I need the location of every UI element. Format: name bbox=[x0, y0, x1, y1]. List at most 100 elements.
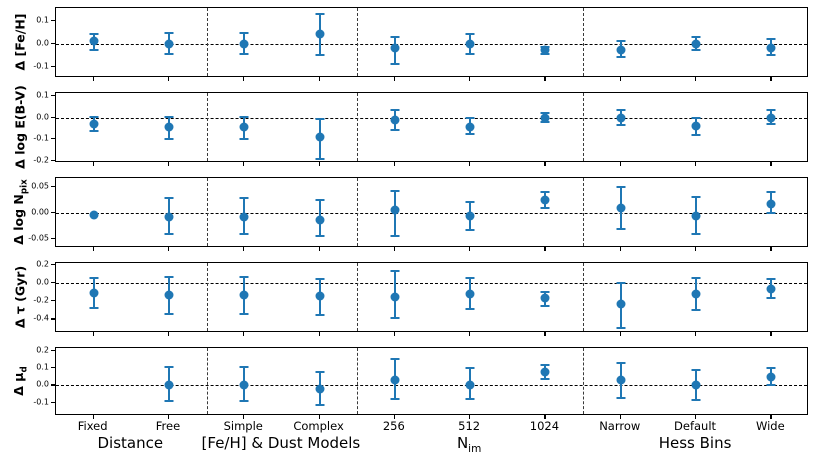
panel-1 bbox=[55, 7, 808, 77]
y-tick bbox=[51, 212, 55, 214]
error-bar-cap bbox=[164, 197, 174, 200]
error-bar-cap bbox=[89, 115, 99, 118]
error-bar-cap bbox=[540, 363, 550, 366]
y-tick bbox=[51, 384, 55, 386]
x-tick bbox=[167, 415, 170, 419]
error-bar-cap bbox=[616, 124, 626, 127]
error-bar-cap bbox=[239, 138, 249, 141]
group-label: Distance bbox=[97, 434, 164, 452]
data-point bbox=[616, 299, 626, 309]
error-bar-cap bbox=[691, 35, 701, 38]
y-tick-label: -0.4 bbox=[33, 313, 49, 323]
y-tick-label: -0.1 bbox=[33, 133, 49, 143]
y-tick-label: 0.0 bbox=[36, 277, 49, 287]
x-tick bbox=[695, 415, 697, 419]
data-point bbox=[315, 215, 325, 225]
y-tick bbox=[51, 263, 55, 265]
error-bar-cap bbox=[616, 56, 626, 59]
error-bar-cap bbox=[540, 206, 550, 209]
data-point bbox=[540, 367, 550, 377]
y-axis-label: Δ μd bbox=[10, 366, 30, 396]
data-point bbox=[465, 211, 475, 221]
x-tick bbox=[695, 247, 697, 251]
data-point bbox=[616, 203, 626, 213]
error-bar-cap bbox=[616, 326, 626, 329]
data-point bbox=[691, 380, 701, 390]
x-tick bbox=[770, 415, 772, 419]
data-point bbox=[465, 122, 475, 132]
data-point bbox=[766, 113, 776, 123]
x-tick bbox=[243, 162, 245, 166]
error-bar-cap bbox=[766, 384, 776, 387]
error-bar-cap bbox=[89, 33, 99, 36]
x-tick bbox=[167, 162, 170, 166]
group-divider bbox=[206, 93, 208, 161]
error-bar-cap bbox=[239, 115, 249, 118]
error-bar-cap bbox=[315, 403, 325, 406]
y-tick bbox=[51, 159, 55, 162]
x-tick bbox=[469, 415, 471, 419]
x-tick bbox=[695, 77, 697, 81]
x-tick bbox=[318, 162, 320, 166]
panel-2 bbox=[55, 92, 808, 162]
x-tick bbox=[619, 247, 621, 251]
x-tick bbox=[619, 162, 621, 166]
x-tick bbox=[770, 162, 772, 166]
error-bar-cap bbox=[315, 278, 325, 281]
x-tick bbox=[770, 332, 772, 336]
group-label: Hess Bins bbox=[658, 434, 732, 452]
error-bar-cap bbox=[164, 138, 174, 141]
error-bar-cap bbox=[239, 232, 249, 235]
x-tick bbox=[318, 332, 320, 336]
y-tick bbox=[51, 367, 55, 369]
error-bar-cap bbox=[390, 128, 400, 131]
x-tick bbox=[243, 332, 245, 336]
error-bar-cap bbox=[239, 32, 249, 35]
category-label: Wide bbox=[755, 419, 785, 433]
y-tick-label: 0.0 bbox=[36, 379, 49, 389]
data-point bbox=[540, 293, 550, 303]
error-bar-cap bbox=[164, 32, 174, 35]
data-point bbox=[616, 375, 626, 385]
category-label: Simple bbox=[223, 419, 263, 433]
x-tick bbox=[92, 162, 94, 166]
x-tick bbox=[92, 247, 94, 251]
y-tick bbox=[51, 318, 55, 320]
error-bar-cap bbox=[315, 54, 325, 57]
data-point bbox=[691, 39, 701, 49]
error-bar-cap bbox=[465, 52, 475, 55]
data-point bbox=[164, 122, 174, 132]
data-point bbox=[164, 212, 174, 222]
data-point bbox=[239, 290, 249, 300]
error-bar-cap bbox=[315, 235, 325, 238]
error-bar-cap bbox=[616, 109, 626, 112]
group-divider bbox=[357, 178, 359, 246]
error-bar-cap bbox=[390, 235, 400, 238]
error-bar-cap bbox=[766, 367, 776, 370]
panel-5 bbox=[55, 347, 808, 415]
x-tick bbox=[619, 415, 621, 419]
error-bar-cap bbox=[465, 398, 475, 401]
error-bar-cap bbox=[390, 190, 400, 193]
data-point bbox=[616, 113, 626, 123]
panel-4 bbox=[55, 262, 808, 332]
x-tick bbox=[544, 332, 546, 336]
x-tick bbox=[393, 162, 396, 166]
error-bar-cap bbox=[540, 304, 550, 307]
zero-reference-line bbox=[56, 43, 807, 45]
x-tick bbox=[544, 77, 546, 81]
error-bar-cap bbox=[691, 116, 701, 119]
error-bar-cap bbox=[540, 291, 550, 294]
error-bar-cap bbox=[164, 275, 174, 278]
x-tick bbox=[167, 247, 170, 251]
error-bar-cap bbox=[691, 277, 701, 280]
x-tick bbox=[469, 77, 471, 81]
category-label: 1024 bbox=[529, 419, 560, 433]
x-tick bbox=[469, 247, 471, 251]
y-tick-label: 0.00 bbox=[31, 207, 49, 217]
x-tick bbox=[770, 247, 772, 251]
y-tick bbox=[51, 186, 55, 188]
y-axis-label: Δ log Npix bbox=[10, 179, 30, 245]
error-bar-cap bbox=[766, 191, 776, 194]
x-tick bbox=[318, 415, 320, 419]
